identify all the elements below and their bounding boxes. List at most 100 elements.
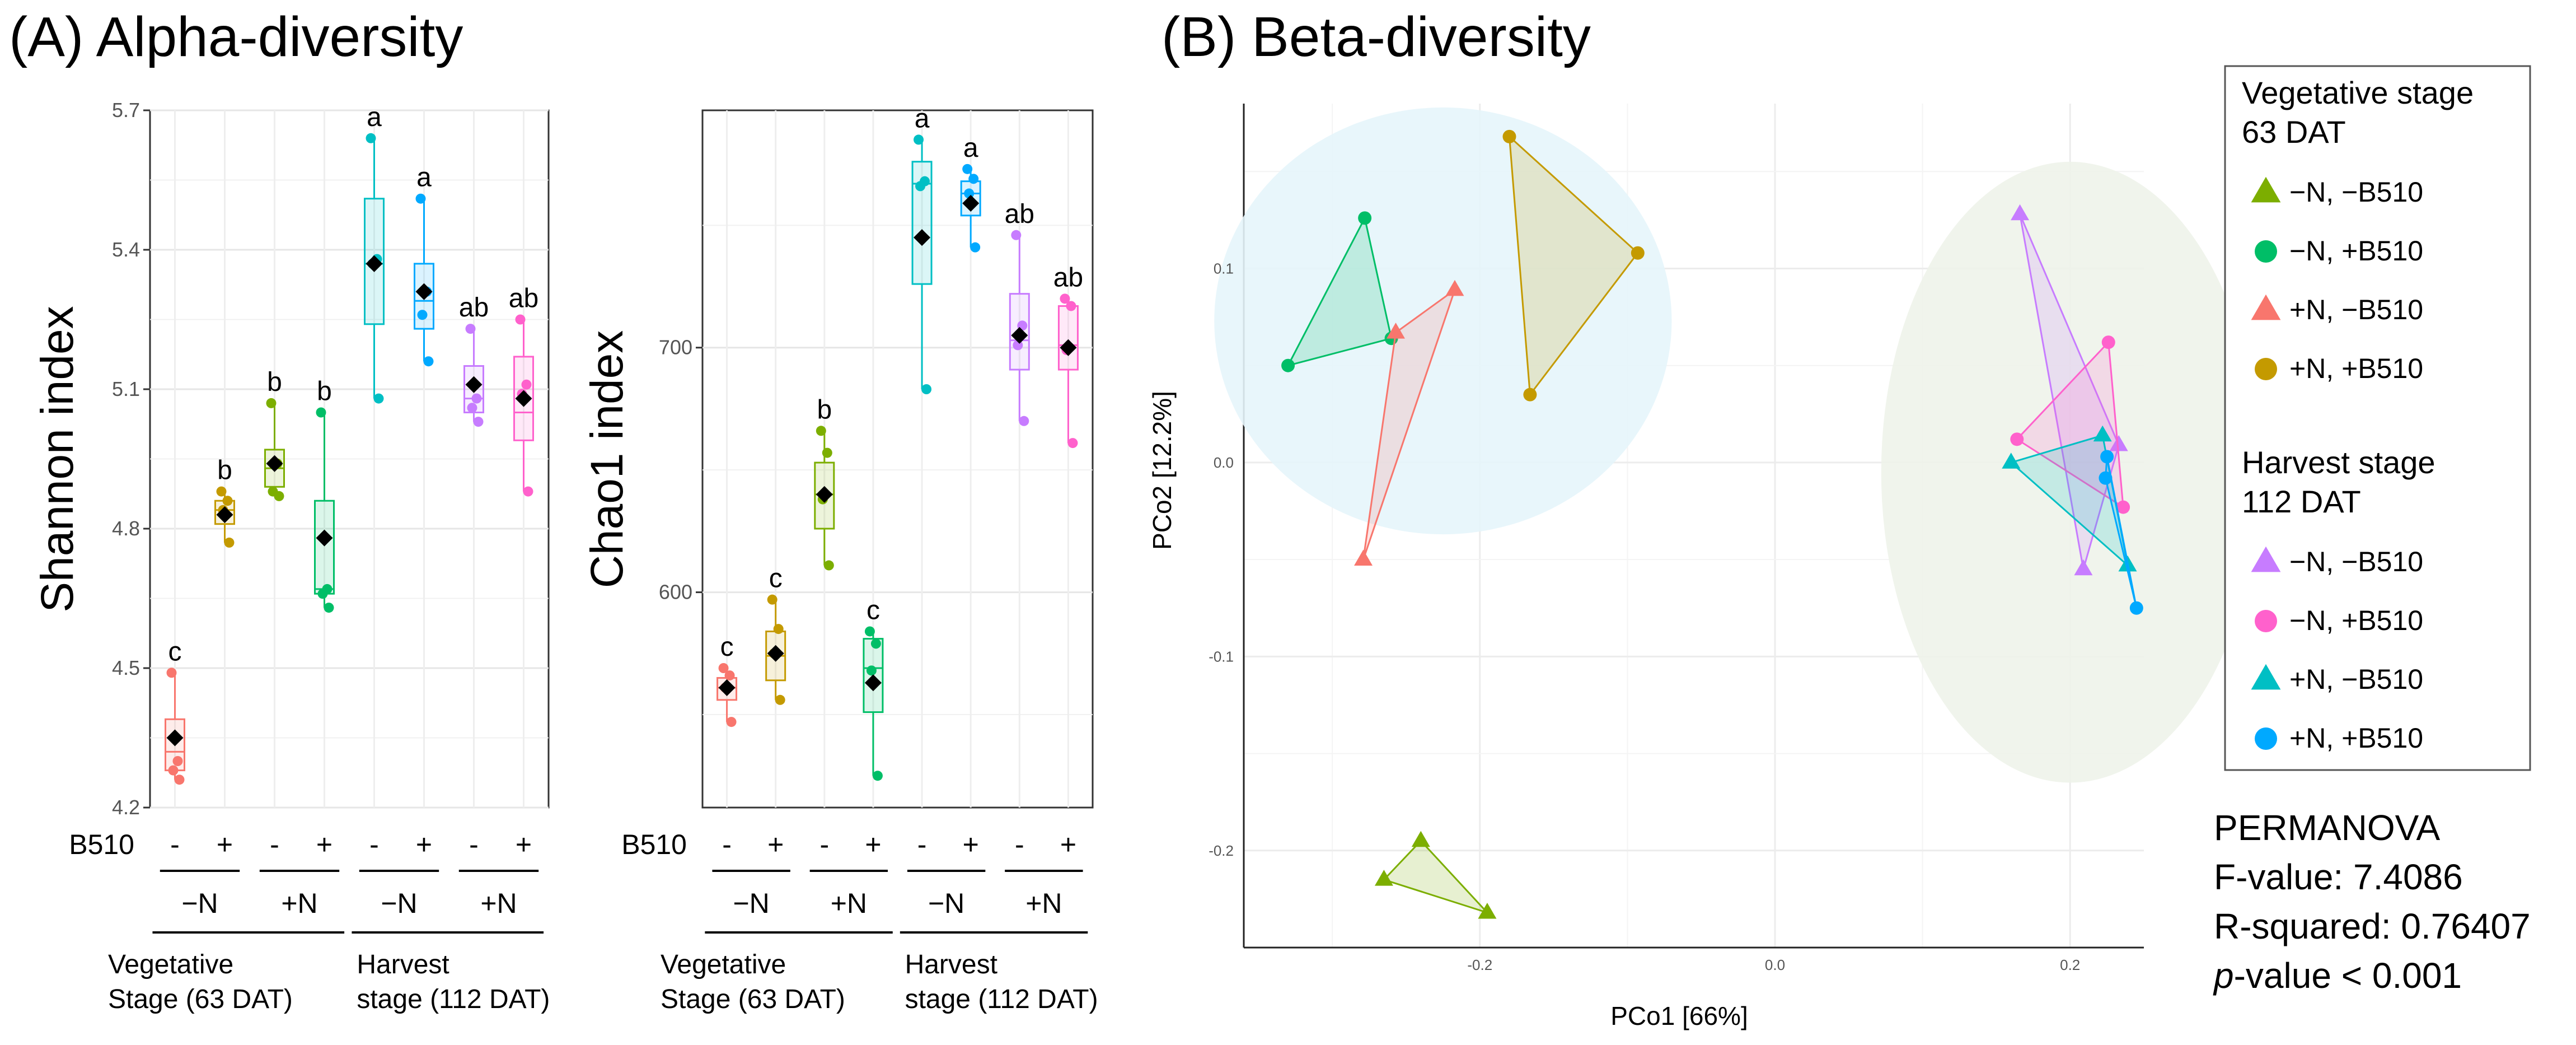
shannon-significance-letter: a bbox=[367, 102, 382, 132]
permanova-f-value: F-value: 7.4086 bbox=[2214, 857, 2463, 897]
legend-label-harv_pp: +N, +B510 bbox=[2289, 722, 2423, 754]
shannon-data-point bbox=[473, 417, 484, 427]
shannon-b510-sign: + bbox=[516, 829, 532, 860]
legend-label-veg_nn: −N, −B510 bbox=[2289, 176, 2423, 208]
chao1-y-tick-label: 600 bbox=[659, 581, 692, 604]
shannon-data-point bbox=[174, 775, 185, 785]
chao1-y-axis-title: Chao1 index bbox=[582, 330, 633, 588]
chao1-plot-frame bbox=[701, 109, 1094, 809]
chao1-box bbox=[1057, 305, 1079, 371]
pcoa-point-veg_pp bbox=[1631, 246, 1645, 260]
pcoa-point-veg_pp bbox=[1523, 388, 1537, 402]
chao1-significance-letter: ab bbox=[1005, 199, 1034, 229]
pcoa-point-harv_pp bbox=[2129, 601, 2143, 615]
chao1-mean-marker bbox=[914, 229, 931, 246]
chao1-data-point bbox=[773, 624, 784, 635]
shannon-data-point bbox=[515, 314, 526, 325]
pcoa-point-harv_np bbox=[2116, 500, 2130, 514]
legend-label-harv_pn: +N, −B510 bbox=[2289, 664, 2423, 695]
shannon-stage-label-line2: Stage (63 DAT) bbox=[108, 985, 293, 1014]
shannon-mean-marker bbox=[415, 283, 433, 300]
pcoa-x-axis-title: PCo1 [66%] bbox=[1610, 1001, 1748, 1030]
chao1-data-point bbox=[767, 594, 778, 605]
chao1-b510-sign: + bbox=[1060, 829, 1076, 860]
chao1-stage-label-line1: Harvest bbox=[905, 950, 997, 979]
shannon-significance-letter: b bbox=[217, 456, 232, 486]
chao1-data-point bbox=[724, 670, 735, 681]
legend-symbol-harv_np bbox=[2255, 610, 2277, 632]
chao1-data-point bbox=[718, 663, 729, 673]
shannon-data-point bbox=[168, 765, 179, 776]
chao1-mean-marker bbox=[1011, 326, 1028, 344]
shannon-significance-letter: c bbox=[168, 637, 182, 666]
pcoa-ticks: -0.2 0.0 0.2 -0.2 -0.1 0.0 0.1 bbox=[1209, 260, 2080, 973]
chao1-data-point bbox=[823, 560, 834, 571]
chao1-group-axis: B510 - + - + - + - + −N +N −N +N Vegetative Stage (63 … bbox=[621, 829, 1098, 1014]
shannon-significance-letter: b bbox=[267, 367, 282, 397]
pcoa-point-veg_nn bbox=[1411, 831, 1430, 847]
shannon-n-label: −N bbox=[181, 888, 218, 919]
shannon-data-point bbox=[415, 193, 426, 204]
shannon-data-point bbox=[324, 603, 334, 613]
legend-symbol-harv_pn bbox=[2251, 664, 2281, 690]
shannon-data-point bbox=[521, 379, 532, 390]
legend-symbol-harv_pp bbox=[2255, 727, 2277, 750]
legend-symbol-harv_nn bbox=[2251, 546, 2281, 572]
chao1-stage-label-line2: stage (112 DAT) bbox=[905, 985, 1098, 1014]
shannon-y-axis-title: Shannon index bbox=[32, 306, 83, 612]
chao1-significance-letter: c bbox=[720, 632, 734, 662]
chao1-data-point bbox=[915, 181, 926, 192]
legend-symbol-veg_pn bbox=[2251, 294, 2281, 320]
shannon-data-point bbox=[467, 403, 477, 413]
pcoa-point-harv_pn bbox=[2002, 452, 2021, 469]
shannon-mean-marker bbox=[366, 255, 383, 272]
shannon-data-point bbox=[471, 393, 482, 404]
shannon-significance-letter: b bbox=[317, 377, 332, 407]
chao1-data-point bbox=[816, 426, 826, 436]
shannon-data-point bbox=[216, 486, 227, 497]
chao1-data-point bbox=[921, 384, 932, 394]
chao1-data-point bbox=[872, 771, 883, 781]
shannon-data-point bbox=[222, 496, 233, 506]
chao1-data-point bbox=[822, 447, 832, 458]
shannon-data-point bbox=[172, 756, 183, 766]
legend-symbol-veg_np bbox=[2255, 240, 2277, 263]
shannon-b510-sign: - bbox=[270, 829, 279, 860]
chao1-data-point bbox=[864, 626, 875, 637]
pcoa-chart: -0.2 0.0 0.2 -0.2 -0.1 0.0 0.1 PCo1 [66%] PCo2… bbox=[1148, 104, 2259, 1030]
shannon-data-point bbox=[423, 356, 434, 367]
shannon-mean-marker bbox=[515, 390, 532, 407]
pcoa-point-veg_np bbox=[1281, 358, 1295, 372]
shannon-y-tick-label: 4.2 bbox=[112, 796, 140, 819]
legend-label-veg_pp: +N, +B510 bbox=[2289, 353, 2423, 384]
chao1-data-point bbox=[870, 638, 881, 649]
chao1-significance-letter: c bbox=[769, 564, 783, 594]
chao1-data-point bbox=[775, 694, 785, 705]
chao1-n-label: −N bbox=[928, 888, 964, 919]
legend-box bbox=[2224, 65, 2531, 771]
chao1-b510-sign: - bbox=[1015, 829, 1024, 860]
pcoa-x-tick-label: 0.2 bbox=[2060, 957, 2080, 973]
chao1-significance-letter: c bbox=[867, 595, 880, 625]
pcoa-y-tick-label: -0.1 bbox=[1209, 648, 1234, 665]
pcoa-point-veg_nn bbox=[1478, 902, 1497, 919]
shannon-group-axis: B510 - + - + - + - + −N +N −N +N Vegetative Stage (63 … bbox=[69, 829, 550, 1014]
pcoa-point-veg_pn bbox=[1354, 549, 1373, 566]
shannon-b510-sign: - bbox=[469, 829, 479, 860]
pcoa-point-harv_nn bbox=[2011, 204, 2030, 221]
chao1-b510-factor-label: B510 bbox=[621, 829, 687, 860]
shannon-n-label: −N bbox=[381, 888, 417, 919]
legend: Vegetative stage 63 DAT −N, −B510 −N, +B510… bbox=[2224, 65, 2531, 771]
pcoa-hull-veg_pp bbox=[1508, 134, 1639, 397]
shannon-b510-sign: - bbox=[369, 829, 379, 860]
pcoa-point-harv_pp bbox=[2100, 450, 2114, 464]
chao1-y-ticks: 600 700 bbox=[659, 336, 702, 604]
shannon-data-point bbox=[316, 407, 326, 418]
panel-b-title: (B) Beta-diversity bbox=[1161, 6, 1591, 68]
chao1-significance-letter: a bbox=[915, 104, 930, 133]
pcoa-point-harv_np bbox=[2101, 335, 2115, 349]
shannon-significance-letter: ab bbox=[509, 284, 538, 314]
pcoa-x-tick-label: -0.2 bbox=[1467, 957, 1492, 973]
